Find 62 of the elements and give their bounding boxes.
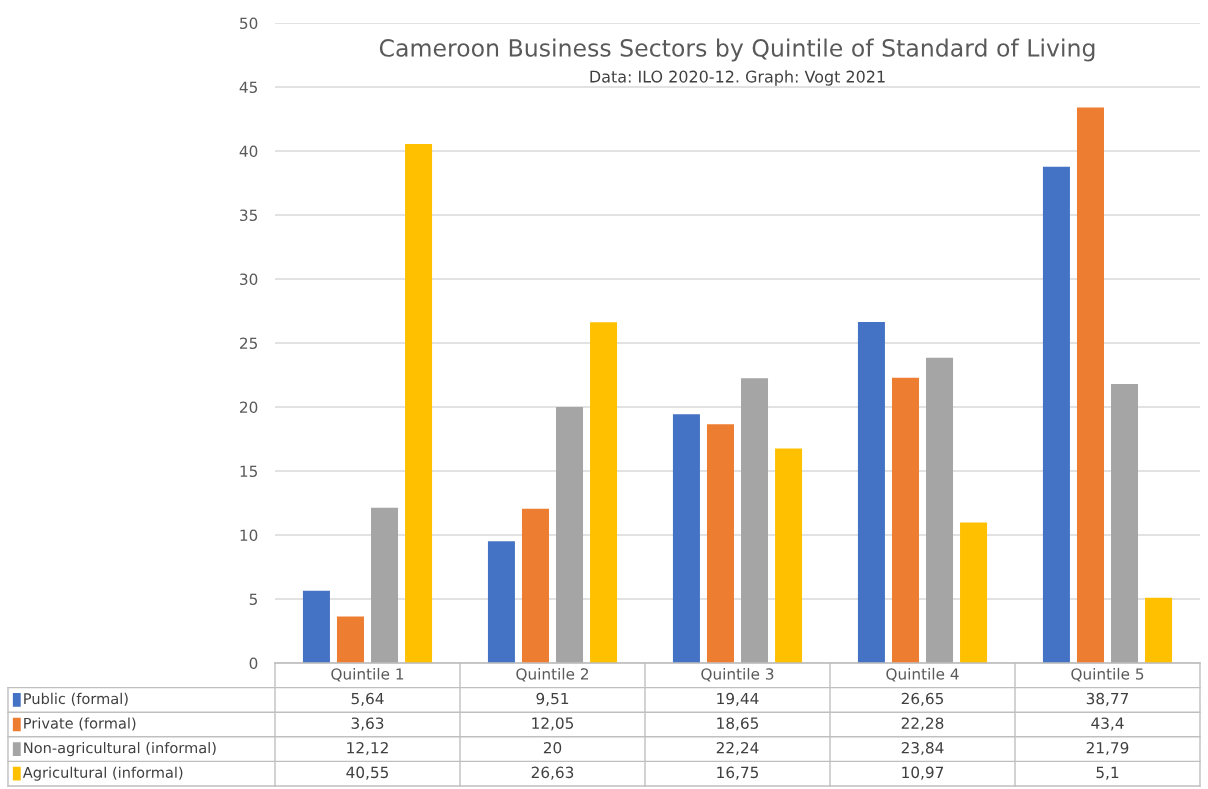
bar [521,508,549,663]
bar [672,414,700,663]
bar [891,377,919,663]
data-label: 10,97 [902,766,944,780]
data-label: 22,24 [716,741,759,756]
data-label: 18,65 [717,717,759,731]
data-label: 26,65 [901,692,944,706]
y-tick-label: 35 [240,209,257,222]
x-tick-label: Quintile 3 [701,667,774,682]
y-tick-label: 10 [240,529,258,542]
bar [1076,107,1104,663]
bar [741,378,769,663]
legend-label: Private (formal) [24,717,136,731]
y-tick-label: 30 [240,273,258,286]
bar [1042,166,1070,663]
data-label: 21,79 [1086,741,1129,756]
bar [706,424,734,663]
bar [556,407,584,663]
data-label: 23,84 [901,741,944,756]
bar [960,522,988,663]
legend-label: Public (formal) [24,692,128,706]
y-tick-label: 20 [240,401,258,414]
bar [336,616,364,663]
data-label: 19,44 [717,692,759,706]
data-label: 12,05 [532,717,574,731]
data-label: 5,1 [1096,766,1119,780]
data-label: 40,55 [346,766,389,780]
x-tick-label: Quintile 5 [1071,667,1144,682]
bar [590,322,618,663]
data-label: 38,77 [1086,692,1129,706]
y-tick-label: 0 [249,657,258,670]
data-label: 20 [543,741,562,754]
data-label: 26,63 [531,766,574,780]
data-label: 16,75 [717,766,759,780]
bar [302,590,330,663]
y-tick-label: 15 [240,465,257,478]
y-tick-label: 5 [249,593,257,606]
text: Cameroon Business Sectors by Quintile of Standard of Living [379,38,1095,62]
bar [487,541,515,663]
data-label: 22,28 [901,717,944,731]
text: Data: ILO 2020-12. Graph: Vogt 2021 [590,70,885,86]
y-tick-label: 50 [240,17,258,30]
y-tick-label: 25 [240,337,257,350]
bar [1145,597,1173,663]
bar [405,143,433,663]
legend-label: Agricultural (informal) [22,766,183,781]
legend-label: Non-agricultural (informal) [24,742,216,757]
y-tick-label: 40 [239,145,258,158]
x-tick-label: Quintile 1 [331,667,404,682]
y-tick-label: 45 [239,81,257,94]
bar [371,507,399,663]
data-label: 9,51 [536,692,569,706]
data-label: 43,4 [1091,717,1124,731]
data-label: 12,12 [347,741,388,756]
bar [857,321,885,663]
bar [1111,384,1139,663]
data-label: 5,64 [351,692,384,706]
bar [775,448,803,663]
x-tick-label: Quintile 2 [516,667,589,682]
x-tick-label: Quintile 4 [886,667,959,682]
bar [926,357,954,663]
data-label: 3,63 [351,717,384,731]
